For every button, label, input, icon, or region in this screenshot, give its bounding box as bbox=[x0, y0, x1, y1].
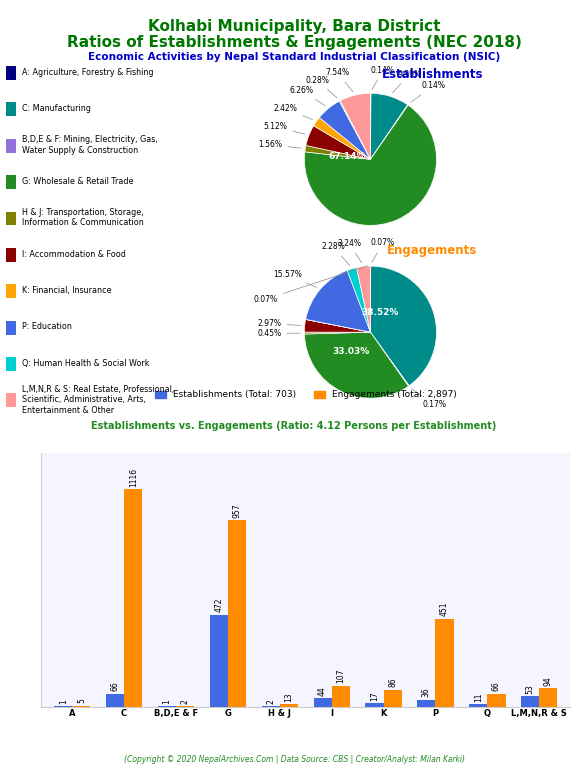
Bar bbox=[313, 698, 332, 707]
Text: 53: 53 bbox=[526, 684, 534, 694]
Text: 86: 86 bbox=[388, 678, 397, 687]
Text: 33.03%: 33.03% bbox=[332, 347, 369, 356]
Bar bbox=[539, 688, 557, 707]
Text: 67.14%: 67.14% bbox=[329, 151, 366, 161]
Text: Establishments: Establishments bbox=[382, 68, 483, 81]
Bar bbox=[106, 694, 124, 707]
Text: H & J: Transportation, Storage,
Information & Communication: H & J: Transportation, Storage, Informat… bbox=[22, 208, 144, 227]
Bar bbox=[228, 520, 246, 707]
Text: 1116: 1116 bbox=[129, 468, 138, 487]
Text: 1: 1 bbox=[162, 700, 172, 704]
Text: 66: 66 bbox=[111, 682, 119, 691]
Wedge shape bbox=[305, 332, 370, 334]
Text: B,D,E & F: Mining, Electricity, Gas,
Water Supply & Construction: B,D,E & F: Mining, Electricity, Gas, Wat… bbox=[22, 135, 158, 154]
Text: P: Education: P: Education bbox=[22, 323, 72, 331]
Text: 7.54%: 7.54% bbox=[325, 68, 353, 91]
Text: L,M,N,R & S: Real Estate, Professional,
Scientific, Administrative, Arts,
Entert: L,M,N,R & S: Real Estate, Professional, … bbox=[22, 385, 175, 415]
Text: C: Manufacturing: C: Manufacturing bbox=[22, 104, 91, 113]
Wedge shape bbox=[370, 94, 407, 159]
Text: 1: 1 bbox=[59, 700, 68, 704]
Text: 5: 5 bbox=[77, 698, 86, 703]
Text: K: Financial, Insurance: K: Financial, Insurance bbox=[22, 286, 112, 295]
Text: Establishments vs. Engagements (Ratio: 4.12 Persons per Establishment): Establishments vs. Engagements (Ratio: 4… bbox=[91, 421, 497, 431]
Text: 0.14%: 0.14% bbox=[371, 66, 395, 90]
Text: 5.12%: 5.12% bbox=[263, 122, 305, 134]
Text: 1.56%: 1.56% bbox=[259, 141, 301, 149]
Text: 9.39%: 9.39% bbox=[392, 70, 421, 93]
Text: A: Agriculture, Forestry & Fishing: A: Agriculture, Forestry & Fishing bbox=[22, 68, 154, 77]
Wedge shape bbox=[305, 319, 370, 332]
Text: 0.07%: 0.07% bbox=[370, 239, 395, 263]
Text: 0.14%: 0.14% bbox=[411, 81, 445, 102]
Text: Kolhabi Municipality, Bara District: Kolhabi Municipality, Bara District bbox=[148, 19, 440, 35]
Text: 6.26%: 6.26% bbox=[290, 86, 325, 106]
Wedge shape bbox=[313, 118, 370, 159]
Bar bbox=[383, 690, 402, 707]
Wedge shape bbox=[347, 267, 370, 332]
Text: 17: 17 bbox=[370, 691, 379, 701]
Text: Ratios of Establishments & Engagements (NEC 2018): Ratios of Establishments & Engagements (… bbox=[66, 35, 522, 50]
Wedge shape bbox=[305, 332, 409, 398]
Legend: Establishments (Total: 703), Engagements (Total: 2,897): Establishments (Total: 703), Engagements… bbox=[151, 386, 460, 403]
Text: Q: Human Health & Social Work: Q: Human Health & Social Work bbox=[22, 359, 150, 368]
Bar bbox=[469, 704, 487, 707]
Wedge shape bbox=[340, 93, 370, 159]
Text: 2.42%: 2.42% bbox=[273, 104, 313, 120]
Text: 66: 66 bbox=[492, 682, 501, 691]
Wedge shape bbox=[319, 101, 370, 159]
Wedge shape bbox=[306, 126, 370, 159]
Text: 107: 107 bbox=[336, 669, 345, 684]
Text: 15.57%: 15.57% bbox=[273, 270, 316, 287]
Text: 3.24%: 3.24% bbox=[337, 239, 362, 263]
Text: 472: 472 bbox=[215, 598, 223, 612]
Bar bbox=[365, 703, 383, 707]
Wedge shape bbox=[339, 101, 370, 159]
Bar bbox=[210, 614, 228, 707]
Bar bbox=[521, 697, 539, 707]
Text: Economic Activities by Nepal Standard Industrial Classification (NSIC): Economic Activities by Nepal Standard In… bbox=[88, 52, 500, 62]
Text: 38.52%: 38.52% bbox=[362, 308, 399, 317]
Text: 36: 36 bbox=[422, 687, 431, 697]
Bar bbox=[72, 706, 91, 707]
Bar bbox=[417, 700, 436, 707]
Bar bbox=[332, 686, 350, 707]
Wedge shape bbox=[370, 266, 436, 386]
Text: G: Wholesale & Retail Trade: G: Wholesale & Retail Trade bbox=[22, 177, 134, 186]
Wedge shape bbox=[306, 319, 370, 332]
Bar bbox=[487, 694, 506, 707]
Text: I: Accommodation & Food: I: Accommodation & Food bbox=[22, 250, 126, 259]
Text: 451: 451 bbox=[440, 602, 449, 616]
Wedge shape bbox=[370, 332, 409, 386]
Text: 94: 94 bbox=[544, 676, 553, 686]
Text: 0.07%: 0.07% bbox=[254, 266, 368, 303]
Text: 2.97%: 2.97% bbox=[258, 319, 300, 328]
Text: 11: 11 bbox=[474, 693, 483, 702]
Text: 2.28%: 2.28% bbox=[322, 242, 350, 266]
Text: Engagements: Engagements bbox=[387, 244, 477, 257]
Text: 0.28%: 0.28% bbox=[305, 76, 337, 98]
Text: 0.45%: 0.45% bbox=[257, 329, 300, 338]
Text: (Copyright © 2020 NepalArchives.Com | Data Source: CBS | Creator/Analyst: Milan : (Copyright © 2020 NepalArchives.Com | Da… bbox=[123, 755, 465, 764]
Text: 957: 957 bbox=[232, 503, 242, 518]
Bar bbox=[436, 619, 453, 707]
Bar bbox=[280, 704, 298, 707]
Wedge shape bbox=[305, 145, 370, 159]
Wedge shape bbox=[370, 104, 408, 159]
Bar bbox=[124, 489, 142, 707]
Wedge shape bbox=[306, 270, 370, 332]
Text: 44: 44 bbox=[318, 686, 327, 696]
Wedge shape bbox=[356, 266, 370, 332]
Wedge shape bbox=[305, 105, 436, 225]
Text: 2: 2 bbox=[181, 699, 190, 703]
Text: 13: 13 bbox=[285, 692, 293, 702]
Text: 2: 2 bbox=[266, 699, 275, 703]
Text: 0.17%: 0.17% bbox=[412, 389, 446, 409]
